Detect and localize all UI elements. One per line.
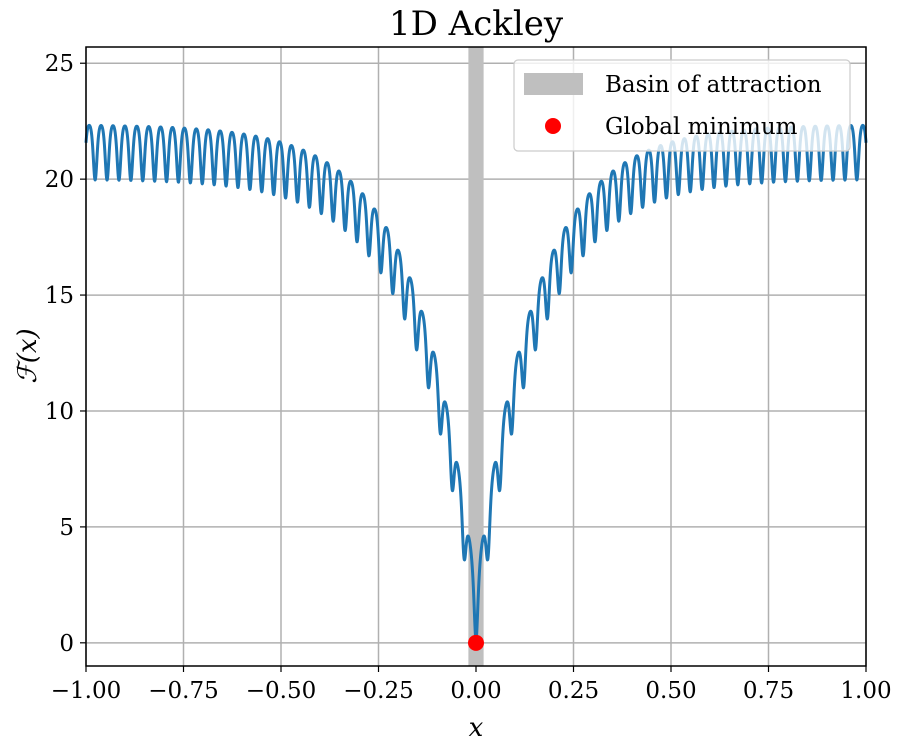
x-tick-label: 0.25	[548, 678, 599, 704]
y-axis-label: ℱ(x)	[13, 328, 43, 383]
global-minimum-point	[468, 634, 484, 651]
y-tick-label: 15	[45, 283, 74, 309]
legend-label-basin: Basin of attraction	[605, 72, 822, 98]
legend-box	[513, 59, 851, 152]
y-tick-label: 25	[45, 51, 74, 77]
x-tick-label: 0.00	[450, 678, 501, 704]
x-tick-label: 1.00	[840, 678, 891, 704]
x-tick-label: −0.75	[148, 678, 218, 704]
legend-band-swatch	[524, 73, 583, 95]
x-tick-label: 0.50	[645, 678, 696, 704]
x-tick-label: 0.75	[743, 678, 794, 704]
legend-label-minimum: Global minimum	[605, 114, 798, 140]
legend: Basin of attraction Global minimum	[513, 59, 851, 152]
x-tick-label: −1.00	[51, 678, 121, 704]
y-axis: 0 5 10 15 20 25	[45, 51, 86, 657]
x-tick-label: −0.25	[343, 678, 413, 704]
basin-band	[468, 47, 484, 666]
y-tick-label: 0	[59, 631, 74, 657]
legend-dot-swatch	[545, 118, 561, 134]
y-tick-label: 5	[59, 515, 74, 541]
x-tick-label: −0.50	[246, 678, 316, 704]
x-axis: −1.00 −0.75 −0.50 −0.25 0.00 0.25 0.50 0.75 1.00	[51, 666, 892, 704]
x-axis-label: x	[469, 713, 484, 743]
y-tick-label: 20	[45, 167, 74, 193]
chart-title: 1D Ackley	[389, 4, 564, 44]
y-tick-label: 10	[45, 399, 74, 425]
